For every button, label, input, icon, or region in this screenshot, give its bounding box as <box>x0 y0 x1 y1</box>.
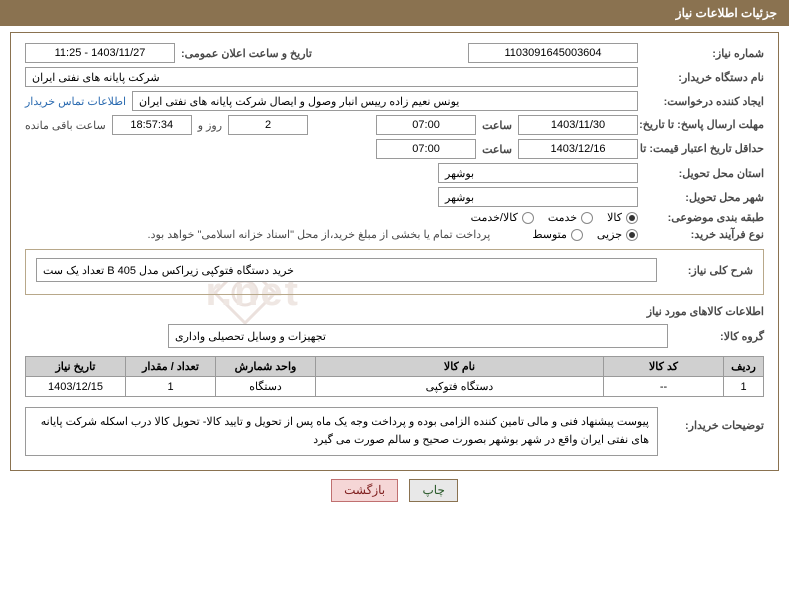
category-radio-group: کالا خدمت کالا/خدمت <box>471 211 638 224</box>
table-header: تاریخ نیاز <box>26 357 126 377</box>
table-cell: 1403/12/15 <box>26 377 126 397</box>
radio-icon <box>522 212 534 224</box>
category-label: طبقه بندی موضوعی: <box>644 211 764 224</box>
radio-icon <box>626 229 638 241</box>
validity-hour-value: 07:00 <box>376 139 476 159</box>
days-value: 2 <box>228 115 308 135</box>
announce-label: تاریخ و ساعت اعلان عمومی: <box>181 47 312 60</box>
requester-label: ایجاد کننده درخواست: <box>644 95 764 108</box>
radio-option[interactable]: کالا/خدمت <box>471 211 534 224</box>
province-label: استان محل تحویل: <box>644 167 764 180</box>
table-row: 1--دستگاه فتوکپیدستگاه11403/12/15 <box>26 377 764 397</box>
goods-table: ردیفکد کالانام کالاواحد شمارشتعداد / مقد… <box>25 356 764 397</box>
purchase-type-label: نوع فرآیند خرید: <box>644 228 764 241</box>
radio-label: کالا/خدمت <box>471 211 518 224</box>
radio-option[interactable]: متوسط <box>532 228 583 241</box>
radio-option[interactable]: جزیی <box>597 228 638 241</box>
table-cell: -- <box>604 377 724 397</box>
radio-option[interactable]: کالا <box>607 211 638 224</box>
main-frame: شماره نیاز: 1103091645003604 تاریخ و ساع… <box>10 32 779 471</box>
deadline-hour-value: 07:00 <box>376 115 476 135</box>
time-left-suffix: ساعت باقی مانده <box>25 119 106 132</box>
radio-option[interactable]: خدمت <box>548 211 593 224</box>
table-header: کد کالا <box>604 357 724 377</box>
radio-label: متوسط <box>532 228 567 241</box>
goods-section-title: اطلاعات کالاهای مورد نیاز <box>25 305 764 318</box>
print-button[interactable]: چاپ <box>409 479 457 502</box>
table-header: تعداد / مقدار <box>126 357 216 377</box>
table-header: واحد شمارش <box>216 357 316 377</box>
back-button[interactable]: بازگشت <box>331 479 398 502</box>
deadline-date-value: 1403/11/30 <box>518 115 638 135</box>
goods-group-label: گروه کالا: <box>674 330 764 343</box>
validity-label: حداقل تاریخ اعتبار قیمت: تا تاریخ: <box>644 142 764 156</box>
table-cell: 1 <box>724 377 764 397</box>
radio-label: خدمت <box>548 211 577 224</box>
time-left-value: 18:57:34 <box>112 115 192 135</box>
province-value: بوشهر <box>438 163 638 183</box>
radio-icon <box>571 229 583 241</box>
table-header: ردیف <box>724 357 764 377</box>
buyer-org-label: نام دستگاه خریدار: <box>644 71 764 84</box>
radio-label: جزیی <box>597 228 622 241</box>
desc-value: خرید دستگاه فتوکپی زیراکس مدل B 405 تعدا… <box>36 258 657 282</box>
deadline-label: مهلت ارسال پاسخ: تا تاریخ: <box>644 118 764 132</box>
hour-label-1: ساعت <box>482 119 512 132</box>
button-row: چاپ بازگشت <box>0 479 789 502</box>
table-header: نام کالا <box>316 357 604 377</box>
page-title: جزئیات اطلاعات نیاز <box>676 6 777 20</box>
city-value: بوشهر <box>438 187 638 207</box>
goods-group-value: تجهیزات و وسایل تحصیلی واداری <box>168 324 668 348</box>
days-and-label: روز و <box>198 119 222 132</box>
need-number-value: 1103091645003604 <box>468 43 638 63</box>
radio-icon <box>626 212 638 224</box>
buyer-org-value: شرکت پایانه های نفتی ایران <box>25 67 638 87</box>
payment-note-text: پرداخت تمام یا بخشی از مبلغ خرید،از محل … <box>148 228 491 241</box>
validity-date-value: 1403/12/16 <box>518 139 638 159</box>
table-cell: 1 <box>126 377 216 397</box>
table-cell: دستگاه فتوکپی <box>316 377 604 397</box>
radio-icon <box>581 212 593 224</box>
desc-label: شرح کلی نیاز: <box>663 264 753 277</box>
hour-label-2: ساعت <box>482 143 512 156</box>
announce-value: 1403/11/27 - 11:25 <box>25 43 175 63</box>
buyer-note-text: پیوست پیشنهاد فنی و مالی تامین کننده الز… <box>25 407 658 456</box>
requester-value: یونس نعیم زاده رییس انبار وصول و ایصال ش… <box>132 91 638 111</box>
summary-frame: شرح کلی نیاز: خرید دستگاه فتوکپی زیراکس … <box>25 249 764 295</box>
page-header: جزئیات اطلاعات نیاز <box>0 0 789 26</box>
table-cell: دستگاه <box>216 377 316 397</box>
purchase-radio-group: جزیی متوسط <box>532 228 638 241</box>
buyer-note-label: توضیحات خریدار: <box>664 407 764 432</box>
contact-link[interactable]: اطلاعات تماس خریدار <box>25 95 126 108</box>
city-label: شهر محل تحویل: <box>644 191 764 204</box>
need-number-label: شماره نیاز: <box>644 47 764 60</box>
radio-label: کالا <box>607 211 622 224</box>
